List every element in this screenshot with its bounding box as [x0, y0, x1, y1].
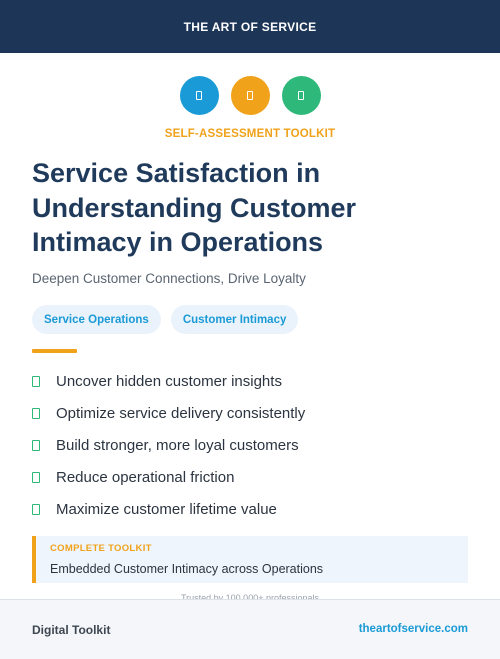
footer: Digital Toolkit theartofservice.com [0, 599, 500, 659]
benefit-text: Build stronger, more loyal customers [56, 436, 299, 454]
benefit-text: Uncover hidden customer insights [56, 372, 282, 390]
benefit-text: Optimize service delivery consistently [56, 404, 306, 422]
trusted-note: Trusted by 100,000+ professionals [180, 593, 319, 599]
tag-list: Service Operations Customer Intimacy [32, 305, 299, 334]
benefit-text: Reduce operational friction [56, 468, 235, 486]
check-icon [32, 503, 40, 515]
benefit-text: Maximize customer lifetime value [56, 500, 277, 518]
document-icon [247, 91, 253, 100]
check-icon [32, 471, 40, 483]
icon-badge-green [281, 76, 321, 115]
list-item: Reduce operational friction [32, 461, 305, 493]
top-banner: THE ART OF SERVICE [0, 0, 500, 53]
check-icon [32, 439, 40, 451]
website-link[interactable]: theartofservice.com [358, 623, 468, 635]
callout-text: Embedded Customer Intimacy across Operat… [50, 562, 324, 576]
benefit-list: Uncover hidden customer insights Optimiz… [32, 365, 305, 525]
subtitle: Deepen Customer Connections, Drive Loyal… [32, 271, 306, 286]
icon-row [0, 76, 500, 115]
document-icon [298, 91, 304, 100]
list-item: Build stronger, more loyal customers [32, 429, 305, 461]
tag-customer-intimacy: Customer Intimacy [170, 305, 299, 334]
icon-badge-orange [230, 76, 270, 115]
list-item: Maximize customer lifetime value [32, 493, 305, 525]
tag-service-operations: Service Operations [32, 305, 161, 334]
toolkit-callout: COMPLETE TOOLKIT Embedded Customer Intim… [32, 536, 468, 583]
accent-divider [32, 349, 77, 353]
footer-label: Digital Toolkit [32, 623, 111, 637]
document-icon [196, 91, 202, 100]
callout-label: COMPLETE TOOLKIT [50, 543, 152, 554]
list-item: Uncover hidden customer insights [32, 365, 305, 397]
icon-badge-blue [179, 76, 219, 115]
kicker-label: SELF-ASSESSMENT TOOLKIT [164, 128, 336, 140]
list-item: Optimize service delivery consistently [32, 397, 305, 429]
brand-name: THE ART OF SERVICE [183, 19, 317, 34]
check-icon [32, 375, 40, 387]
page-title: Service Satisfaction in Understanding Cu… [32, 158, 357, 257]
check-icon [32, 407, 40, 419]
